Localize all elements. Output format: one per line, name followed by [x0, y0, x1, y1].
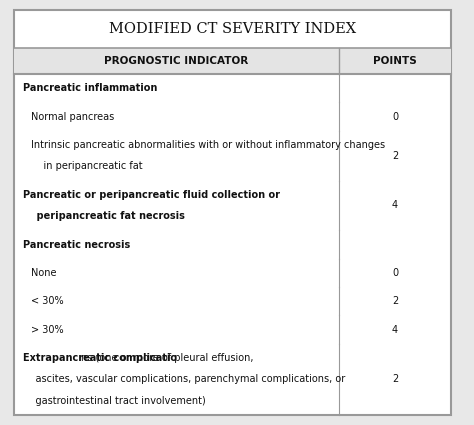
Text: 2: 2	[392, 296, 398, 306]
Text: PROGNOSTIC INDICATOR: PROGNOSTIC INDICATOR	[104, 56, 248, 66]
Text: > 30%: > 30%	[31, 325, 64, 334]
Text: in peripancreatic fat: in peripancreatic fat	[31, 162, 143, 171]
Text: None: None	[31, 268, 57, 278]
Text: Extrapancreatic complicatio: Extrapancreatic complicatio	[23, 353, 177, 363]
Text: peripancreatic fat necrosis: peripancreatic fat necrosis	[23, 211, 185, 221]
Text: 0: 0	[392, 268, 398, 278]
Text: ascites, vascular complications, parenchymal complications, or: ascites, vascular complications, parench…	[23, 374, 346, 385]
Text: Pancreatic or peripancreatic fluid collection or: Pancreatic or peripancreatic fluid colle…	[23, 190, 281, 200]
Text: 0: 0	[392, 112, 398, 122]
Text: Intrinsic pancreatic abnormalities with or without inflammatory changes: Intrinsic pancreatic abnormalities with …	[31, 140, 385, 150]
Text: 2: 2	[392, 150, 398, 161]
Text: Pancreatic inflammation: Pancreatic inflammation	[23, 83, 158, 93]
Bar	[14, 48, 451, 74]
Text: < 30%: < 30%	[31, 296, 64, 306]
Text: POINTS: POINTS	[373, 56, 417, 66]
Text: Pancreatic necrosis: Pancreatic necrosis	[23, 240, 131, 249]
Text: Normal pancreas: Normal pancreas	[31, 112, 114, 122]
Text: MODIFIED CT SEVERITY INDEX: MODIFIED CT SEVERITY INDEX	[109, 22, 356, 36]
Text: ns (one or more of pleural effusion,: ns (one or more of pleural effusion,	[81, 353, 254, 363]
Text: 4: 4	[392, 201, 398, 210]
Text: 4: 4	[392, 325, 398, 334]
Text: 2: 2	[392, 374, 398, 385]
Text: gastrointestinal tract involvement): gastrointestinal tract involvement)	[23, 396, 206, 406]
